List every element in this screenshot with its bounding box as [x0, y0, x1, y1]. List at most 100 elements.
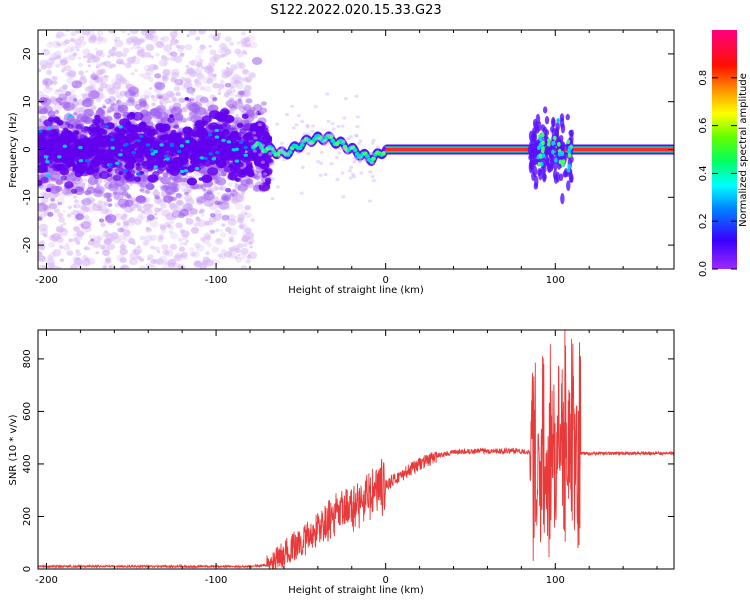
noise-blob: [117, 227, 124, 233]
disturbance-blob: [559, 117, 565, 129]
noise-blob: [204, 112, 209, 116]
core-blob: [51, 163, 63, 172]
noise-blob: [158, 59, 168, 67]
noise-blob: [213, 59, 218, 63]
noise-blob: [169, 243, 178, 250]
noise-blob: [46, 42, 53, 49]
track-stray: [331, 127, 336, 131]
noise-blob: [195, 216, 200, 220]
track-stray: [349, 146, 354, 150]
disturbance-blob: [542, 173, 547, 181]
core-blob: [173, 124, 180, 129]
track-stray: [253, 136, 258, 140]
core-speck: [214, 128, 219, 133]
noise-blob: [235, 203, 244, 210]
noise-blob: [69, 37, 75, 43]
track-stray: [256, 177, 261, 181]
noise-blob: [70, 45, 78, 52]
noise-blob: [116, 222, 121, 226]
core-blob: [84, 146, 97, 156]
noise-blob: [225, 226, 232, 233]
noise-blob: [138, 265, 147, 269]
noise-blob: [86, 85, 95, 92]
noise-blob: [102, 265, 108, 269]
noise-blob: [81, 30, 91, 36]
noise-blob: [153, 196, 163, 205]
spectrogram-ytick-label: -20: [22, 237, 33, 253]
core-blob: [233, 143, 239, 148]
noise-blob: [186, 206, 192, 211]
noise-blob: [63, 117, 68, 121]
noise-blob: [137, 245, 141, 249]
noise-blob: [212, 82, 220, 89]
track-stray: [260, 143, 265, 147]
noise-blob: [204, 234, 212, 240]
noise-blob: [167, 181, 178, 190]
colorbar-tick-label: 0.0: [698, 261, 709, 277]
noise-blob: [95, 63, 102, 69]
track-stray: [266, 147, 271, 151]
noise-blob: [152, 246, 156, 250]
noise-blob: [155, 52, 160, 57]
noise-blob: [117, 102, 128, 110]
noise-blob: [121, 190, 129, 196]
noise-blob: [219, 42, 228, 50]
core-blob: [242, 167, 254, 176]
core-speck: [43, 155, 49, 159]
noise-blob: [131, 249, 137, 253]
core-blob: [172, 156, 182, 164]
noise-blob: [137, 207, 143, 212]
noise-blob: [96, 234, 104, 241]
noise-blob: [188, 213, 193, 217]
noise-blob: [95, 50, 103, 57]
noise-blob: [71, 80, 83, 89]
noise-blob: [90, 238, 95, 242]
noise-blob: [111, 97, 115, 101]
noise-blob: [121, 52, 127, 57]
noise-blob: [106, 102, 110, 105]
noise-blob: [184, 194, 193, 202]
noise-blob: [95, 97, 102, 103]
noise-blob: [70, 104, 77, 110]
noise-blob: [191, 87, 196, 92]
noise-blob: [224, 250, 233, 258]
noise-blob: [171, 68, 180, 76]
core-speck: [243, 145, 248, 150]
track-stray: [340, 124, 345, 128]
snr-ytick-label: 800: [22, 349, 33, 368]
colorbar-tick-label: 0.6: [698, 118, 709, 134]
noise-blob: [51, 75, 58, 81]
noise-blob: [210, 259, 220, 267]
noise-blob: [195, 94, 204, 102]
noise-blob: [70, 31, 77, 37]
noise-blob: [183, 187, 191, 194]
core-speck: [194, 166, 200, 171]
noise-blob: [224, 48, 232, 55]
noise-blob: [218, 252, 227, 260]
noise-blob: [110, 52, 115, 57]
core-blob: [221, 128, 230, 135]
disturbance-blob: [540, 124, 546, 132]
core-blob: [98, 171, 110, 180]
noise-blob: [63, 113, 75, 122]
noise-blob: [196, 73, 205, 81]
noise-blob: [228, 228, 238, 236]
core-blob: [157, 161, 165, 168]
noise-blob: [105, 192, 113, 198]
colorbar-tick-label: 0.2: [698, 213, 709, 229]
noise-blob: [133, 218, 142, 226]
noise-blob: [55, 55, 62, 60]
noise-blob: [248, 241, 253, 245]
noise-blob: [86, 52, 95, 60]
noise-blob: [157, 198, 163, 203]
noise-blob: [38, 255, 46, 262]
noise-blob: [76, 230, 85, 237]
noise-blob: [65, 107, 70, 111]
noise-blob: [99, 61, 105, 67]
noise-blob: [49, 53, 59, 61]
core-speck: [62, 144, 68, 148]
noise-blob: [149, 220, 159, 228]
noise-blob: [65, 114, 69, 118]
noise-blob: [109, 103, 121, 112]
